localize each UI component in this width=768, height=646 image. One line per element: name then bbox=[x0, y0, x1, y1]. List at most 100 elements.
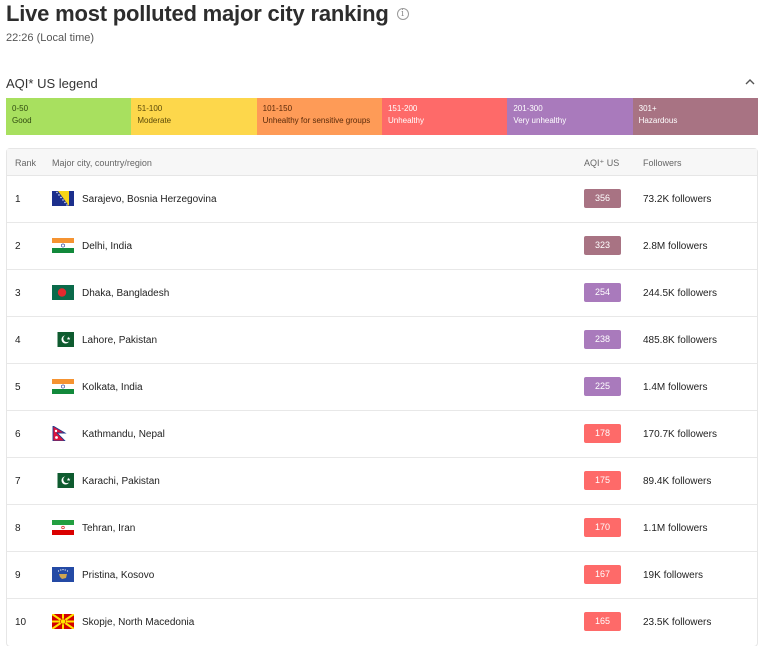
followers-word: followers bbox=[671, 617, 712, 628]
city-link[interactable]: Kolkata, India bbox=[82, 382, 143, 393]
table-row[interactable]: 4 Lahore, Pakistan 238 485.8K followers bbox=[7, 317, 757, 364]
legend-range: 151-200 bbox=[387, 104, 418, 113]
aqi-legend-bar: 0-50 Good 51-100 Moderate 101-150 Unhealthy f… bbox=[6, 98, 758, 135]
bosnia-flag-icon bbox=[52, 191, 74, 206]
table-row[interactable]: 8 Tehran, Iran 170 1.1M followers bbox=[7, 505, 757, 552]
info-icon[interactable]: i bbox=[396, 8, 409, 20]
legend-title: AQI* US legend bbox=[6, 76, 98, 91]
header-city: Major city, country/region bbox=[52, 158, 152, 168]
aqi-badge: 238 bbox=[584, 330, 621, 349]
pakistan-flag-icon bbox=[52, 332, 74, 347]
followers-word: followers bbox=[677, 335, 717, 346]
followers-word: followers bbox=[668, 241, 708, 252]
followers-count: 244.5K bbox=[643, 288, 675, 299]
table-row[interactable]: 1 Sarajevo, Bosnia Herzegovina 356 73.2K fo… bbox=[7, 176, 757, 223]
legend-segment: 51-100 Moderate bbox=[131, 98, 257, 135]
kosovo-flag-icon bbox=[52, 567, 74, 582]
followers-count: 1.4M bbox=[643, 382, 666, 393]
city-link[interactable]: Sarajevo, Bosnia Herzegovina bbox=[82, 194, 217, 205]
city-link[interactable]: Delhi, India bbox=[82, 241, 133, 252]
legend-segment: 0-50 Good bbox=[6, 98, 132, 135]
table-row[interactable]: 5 Kolkata, India 225 1.4M followers bbox=[7, 364, 757, 411]
followers-word: followers bbox=[668, 382, 708, 393]
table-row[interactable]: 7 Karachi, Pakistan 175 89.4K followers bbox=[7, 458, 757, 505]
followers-cell: 89.4K followers bbox=[643, 476, 711, 487]
table-row[interactable]: 3 Dhaka, Bangladesh 254 244.5K followers bbox=[7, 270, 757, 317]
rank-cell: 9 bbox=[15, 570, 21, 581]
table-row[interactable]: 9 Pristina, Kosovo 167 19K followers bbox=[7, 552, 757, 599]
legend-label: Very unhealthy bbox=[513, 116, 567, 125]
table-row[interactable]: 6 Kathmandu, Nepal 178 170.7K followers bbox=[7, 411, 757, 458]
aqi-badge: 178 bbox=[584, 424, 621, 443]
city-link[interactable]: Tehran, Iran bbox=[82, 523, 136, 534]
followers-cell: 1.1M followers bbox=[643, 523, 707, 534]
followers-count: 19K bbox=[643, 570, 661, 581]
followers-cell: 244.5K followers bbox=[643, 288, 717, 299]
legend-segment: 151-200 Unhealthy bbox=[381, 98, 508, 135]
legend-segment: 201-300 Very unhealthy bbox=[507, 98, 633, 135]
followers-count: 73.2K bbox=[643, 194, 670, 205]
local-time: 22:26 (Local time) bbox=[6, 32, 95, 44]
rank-cell: 8 bbox=[15, 523, 21, 534]
chevron-up-icon[interactable] bbox=[744, 76, 756, 88]
table-header: Rank Major city, country/region AQI⁺ US … bbox=[7, 149, 757, 176]
city-link[interactable]: Skopje, North Macedonia bbox=[82, 617, 195, 628]
followers-count: 89.4K bbox=[643, 476, 670, 487]
followers-count: 485.8K bbox=[643, 335, 675, 346]
pakistan-flag-icon bbox=[52, 473, 74, 488]
ranking-table: Rank Major city, country/region AQI⁺ US … bbox=[6, 148, 758, 646]
legend-header[interactable]: AQI* US legend bbox=[6, 75, 758, 91]
aqi-badge: 165 bbox=[584, 612, 621, 631]
aqi-badge: 254 bbox=[584, 283, 621, 302]
followers-cell: 2.8M followers bbox=[643, 241, 707, 252]
legend-label: Hazardous bbox=[638, 116, 678, 125]
aqi-badge: 323 bbox=[584, 236, 621, 255]
legend-segment: 301+ Hazardous bbox=[632, 98, 758, 135]
followers-cell: 485.8K followers bbox=[643, 335, 717, 346]
followers-word: followers bbox=[671, 194, 712, 205]
legend-label: Unhealthy bbox=[387, 116, 425, 125]
legend-label: Good bbox=[12, 116, 32, 125]
city-link[interactable]: Lahore, Pakistan bbox=[82, 335, 158, 346]
city-link[interactable]: Dhaka, Bangladesh bbox=[82, 288, 170, 299]
legend-range: 301+ bbox=[638, 104, 657, 113]
legend-segment: 101-150 Unhealthy for sensitive groups bbox=[256, 98, 382, 135]
legend-range: 201-300 bbox=[513, 104, 543, 113]
followers-count: 1.1M bbox=[643, 523, 666, 534]
rank-cell: 7 bbox=[15, 476, 21, 487]
followers-cell: 23.5K followers bbox=[643, 617, 711, 628]
followers-cell: 1.4M followers bbox=[643, 382, 707, 393]
bangladesh-flag-icon bbox=[52, 285, 74, 300]
aqi-badge: 356 bbox=[584, 189, 621, 208]
north-macedonia-flag-icon bbox=[52, 614, 74, 629]
legend-range: 51-100 bbox=[137, 104, 163, 113]
india-flag-icon bbox=[52, 379, 74, 394]
legend-label: Unhealthy for sensitive groups bbox=[262, 116, 371, 125]
followers-word: followers bbox=[668, 523, 708, 534]
table-row[interactable]: 2 Delhi, India 323 2.8M followers bbox=[7, 223, 757, 270]
city-link[interactable]: Karachi, Pakistan bbox=[82, 476, 160, 487]
page-title: Live most polluted major city ranking bbox=[6, 1, 389, 26]
aqi-badge: 175 bbox=[584, 471, 621, 490]
followers-word: followers bbox=[663, 570, 704, 581]
header-followers: Followers bbox=[643, 158, 682, 168]
aqi-badge: 167 bbox=[584, 565, 621, 584]
city-link[interactable]: Kathmandu, Nepal bbox=[82, 429, 165, 440]
followers-word: followers bbox=[677, 288, 717, 299]
india-flag-icon bbox=[52, 238, 74, 253]
followers-cell: 73.2K followers bbox=[643, 194, 711, 205]
rank-cell: 6 bbox=[15, 429, 21, 440]
iran-flag-icon bbox=[52, 520, 74, 535]
rank-cell: 3 bbox=[15, 288, 21, 299]
followers-count: 23.5K bbox=[643, 617, 670, 628]
city-link[interactable]: Pristina, Kosovo bbox=[82, 570, 155, 581]
header-aqi: AQI⁺ US bbox=[584, 158, 620, 168]
followers-cell: 170.7K followers bbox=[643, 429, 717, 440]
aqi-badge: 225 bbox=[584, 377, 621, 396]
header-rank: Rank bbox=[15, 158, 37, 168]
table-row[interactable]: 10 Skopje, North Macedonia 165 23.5K follow… bbox=[7, 599, 757, 646]
rank-cell: 4 bbox=[15, 335, 21, 346]
rank-cell: 2 bbox=[15, 241, 21, 252]
followers-count: 170.7K bbox=[643, 429, 675, 440]
table-body: 1 Sarajevo, Bosnia Herzegovina 356 73.2K fo… bbox=[7, 176, 757, 646]
